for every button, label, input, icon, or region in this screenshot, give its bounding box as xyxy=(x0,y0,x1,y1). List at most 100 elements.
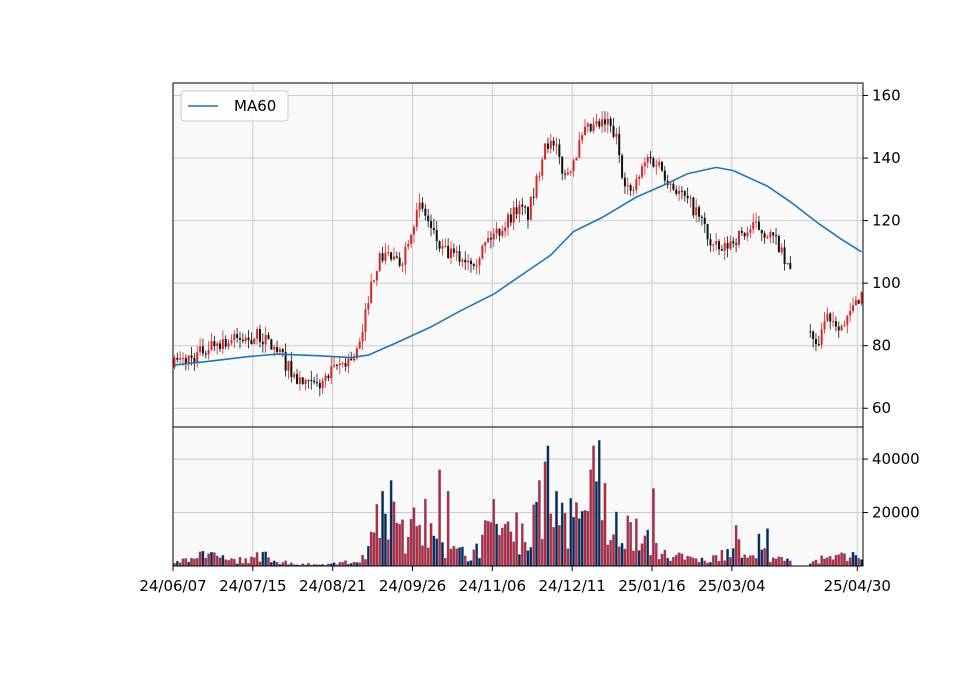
volume-bar xyxy=(857,558,861,567)
candle-body xyxy=(381,253,384,261)
candle-body xyxy=(247,337,250,341)
volume-bar xyxy=(489,522,493,567)
candle-body xyxy=(786,262,789,265)
volume-bar xyxy=(215,555,219,567)
candle-body xyxy=(244,337,247,342)
volume-bar xyxy=(213,552,216,567)
volume-bar xyxy=(184,558,188,567)
candle-body xyxy=(541,159,544,176)
volume-bar xyxy=(526,550,530,567)
candle-body xyxy=(849,310,852,316)
candle-body xyxy=(378,253,381,271)
candle-body xyxy=(452,248,455,253)
volume-bar xyxy=(666,557,669,567)
candle-body xyxy=(643,162,646,167)
volume-bar xyxy=(398,523,401,567)
candle-body xyxy=(757,221,760,230)
candle-body xyxy=(700,216,703,218)
volume-panel: 20000 40000 xyxy=(172,426,920,567)
legend-label-ma60: MA60 xyxy=(234,97,276,115)
candle-body xyxy=(201,346,204,354)
candle-body xyxy=(689,197,692,199)
volume-bar xyxy=(657,559,661,567)
volume-bar xyxy=(224,559,228,567)
volume-bar xyxy=(352,561,356,567)
volume-bar xyxy=(780,557,784,567)
candle-body xyxy=(230,340,233,344)
candle-body xyxy=(472,264,475,266)
volume-bar xyxy=(369,531,373,567)
candle-body xyxy=(415,210,418,227)
candle-body xyxy=(361,332,364,342)
candle-body xyxy=(789,262,792,269)
volume-bar xyxy=(418,524,421,567)
candle-body xyxy=(703,217,706,224)
candle-body xyxy=(743,232,746,237)
volume-bar xyxy=(401,519,404,567)
volume-bar xyxy=(455,548,458,567)
volume-bar xyxy=(649,555,652,567)
volume-bar xyxy=(515,512,518,567)
candle-body xyxy=(355,348,358,359)
volume-bar xyxy=(560,502,564,567)
volume-bar xyxy=(421,545,424,567)
volume-bar xyxy=(831,559,835,567)
candle-body xyxy=(261,341,264,345)
volume-bar xyxy=(233,559,236,567)
volume-bar xyxy=(680,553,684,567)
x-tick-label: 24/06/07 xyxy=(139,577,206,595)
volume-bar xyxy=(566,548,570,567)
volume-bar xyxy=(743,554,746,567)
volume-bar xyxy=(543,461,547,567)
volume-bar xyxy=(518,554,521,567)
candle-body xyxy=(692,197,695,216)
candle-body xyxy=(846,315,849,325)
volume-bar xyxy=(367,545,370,567)
candle-body xyxy=(603,119,606,125)
candle-body xyxy=(715,241,718,245)
volume-bar xyxy=(837,554,841,567)
candle-body xyxy=(521,204,524,207)
candle-body xyxy=(680,190,683,192)
candle-body xyxy=(555,144,558,146)
candle-body xyxy=(207,349,210,355)
candle-body xyxy=(307,379,310,381)
volume-bar xyxy=(558,525,561,567)
candle-body xyxy=(344,363,347,367)
candle-body xyxy=(546,143,549,149)
candlestick-series xyxy=(173,111,863,397)
volume-bar xyxy=(332,562,336,567)
candle-body xyxy=(686,195,689,199)
candle-body xyxy=(518,204,521,215)
candle-body xyxy=(678,190,681,194)
candle-body xyxy=(737,230,740,245)
candle-body xyxy=(635,179,638,190)
candle-body xyxy=(392,256,395,260)
candle-body xyxy=(549,140,552,149)
volume-bar xyxy=(737,539,741,567)
volume-bar xyxy=(344,560,347,567)
price-ytick-label: 140 xyxy=(872,149,901,167)
candle-body xyxy=(840,325,843,331)
candle-body xyxy=(375,270,378,281)
volume-bar xyxy=(848,557,852,567)
candle-body xyxy=(250,340,253,344)
candle-body xyxy=(492,233,495,240)
candle-body xyxy=(224,339,227,347)
candle-body xyxy=(763,233,766,238)
volume-bar xyxy=(828,555,832,567)
volume-bar xyxy=(538,480,541,567)
volume-bar xyxy=(660,553,664,567)
volume-bar xyxy=(338,562,342,567)
volume-bar xyxy=(501,527,504,567)
candle-body xyxy=(544,143,547,160)
volume-bar xyxy=(472,549,476,567)
volume-bar xyxy=(563,512,567,567)
candle-body xyxy=(820,329,823,345)
volume-bar xyxy=(694,558,698,567)
candle-body xyxy=(760,229,763,234)
volume-bar xyxy=(851,551,855,567)
volume-bar xyxy=(555,491,558,567)
candle-body xyxy=(484,242,487,246)
volume-bar xyxy=(632,550,635,567)
